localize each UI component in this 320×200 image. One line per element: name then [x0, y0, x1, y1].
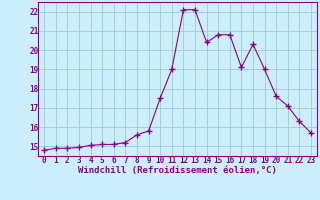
X-axis label: Windchill (Refroidissement éolien,°C): Windchill (Refroidissement éolien,°C) [78, 166, 277, 175]
